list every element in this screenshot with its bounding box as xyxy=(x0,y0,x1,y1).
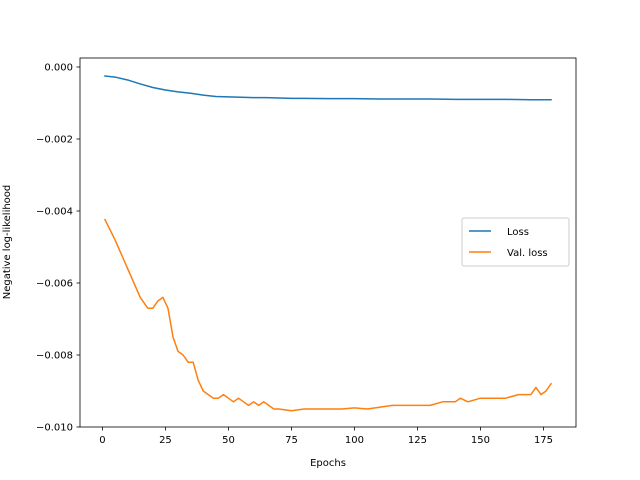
y-tick-label: −0.010 xyxy=(36,423,73,434)
y-axis-label: Negative log-likelihood xyxy=(2,185,13,300)
x-tick-label: 175 xyxy=(534,435,553,446)
x-tick-label: 25 xyxy=(159,435,172,446)
x-axis-label: Epochs xyxy=(310,458,346,469)
axes-layer: 0 25 50 75 100 125 150 175 0.000 −0.002 −0.004 −0.0… xyxy=(36,57,577,446)
x-tick-label: 50 xyxy=(222,435,235,446)
legend-frame xyxy=(461,217,570,267)
series-layer xyxy=(103,75,553,412)
y-tick-label: −0.004 xyxy=(36,207,73,218)
y-tick-label: −0.002 xyxy=(36,135,73,146)
x-tick-label: 75 xyxy=(285,435,298,446)
series-line-0 xyxy=(104,75,552,101)
series-line-1 xyxy=(103,218,553,412)
legend-label-0: Loss xyxy=(507,227,529,238)
x-tick-label: 125 xyxy=(408,435,427,446)
plot-frame xyxy=(79,57,577,428)
y-tick-label: −0.006 xyxy=(36,279,73,290)
legend: Loss Val. loss xyxy=(461,217,570,267)
x-tick-label: 0 xyxy=(99,435,105,446)
y-tick-label: 0.000 xyxy=(44,63,73,74)
x-tick-label: 150 xyxy=(471,435,490,446)
x-tick-label: 100 xyxy=(345,435,364,446)
legend-label-1: Val. loss xyxy=(507,248,548,259)
y-tick-label: −0.008 xyxy=(36,351,73,362)
